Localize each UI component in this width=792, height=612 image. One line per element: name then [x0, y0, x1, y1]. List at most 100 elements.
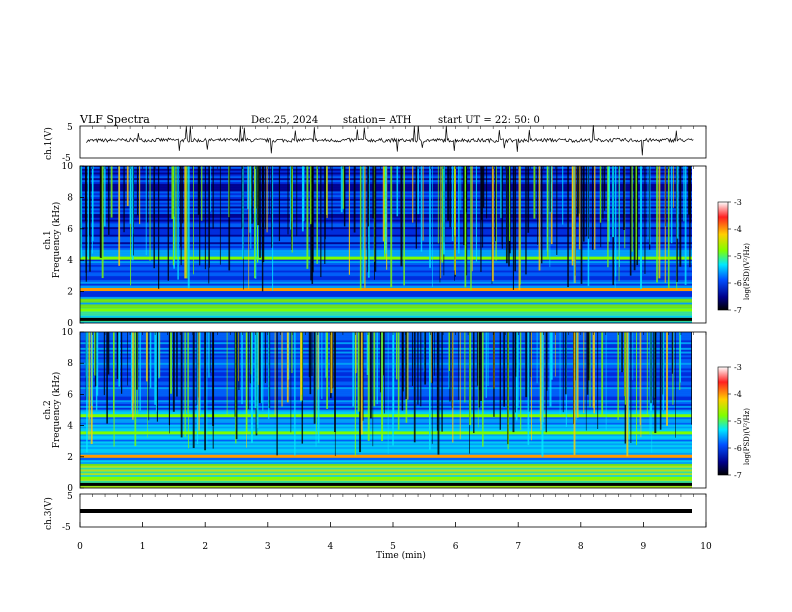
spectrogram-band: [80, 277, 692, 280]
y-tick-label: 4: [67, 256, 73, 266]
spectrogram-sferic: [578, 166, 581, 250]
spectrogram-band: [80, 306, 692, 309]
spectrogram-band: [80, 340, 692, 343]
spectrogram-sferic: [172, 166, 175, 266]
spectrogram-band: [80, 463, 692, 466]
spectrogram-band: [80, 474, 692, 478]
y-tick-label: 2: [67, 288, 73, 298]
spectrogram-sferic: [403, 166, 405, 286]
spectrogram-sferic: [505, 166, 508, 264]
spectrogram-band: [80, 285, 692, 288]
spectrogram-sferic: [87, 166, 90, 259]
ch1-trace: [86, 125, 694, 156]
spectrogram-dark-band: [80, 317, 692, 321]
spectrogram-sferic: [628, 332, 630, 439]
spectrogram-sferic: [340, 166, 343, 213]
spectrogram-sferic: [582, 166, 585, 242]
y-tick-label: 0: [67, 484, 73, 494]
spectrogram-sferic: [512, 166, 515, 290]
spectrogram-sferic: [255, 166, 257, 279]
colorbar-tick-label: -5: [734, 252, 742, 261]
spectrogram-bright-band: [80, 414, 692, 418]
spectrogram-sferic: [145, 166, 147, 256]
spectrogram-sferic: [473, 332, 475, 434]
spectrogram-band: [80, 341, 692, 345]
spectrogram-sferic: [538, 166, 541, 271]
spectrogram-sferic: [491, 166, 494, 282]
spectrogram-sferic: [629, 166, 632, 276]
spectrogram-sferic: [612, 166, 615, 238]
spectrogram-sferic: [650, 332, 652, 404]
spectrogram-sferic: [254, 166, 256, 214]
spectrogram-band: [80, 315, 692, 318]
ch3-tick-bottom: -5: [62, 523, 71, 533]
spectrogram-sferic: [512, 332, 515, 433]
spectrogram-band: [80, 371, 692, 375]
spectrogram-band: [80, 465, 692, 468]
spectrogram-sferic: [439, 166, 441, 283]
spectrogram-band: [80, 439, 692, 442]
spectrogram-sferic: [632, 332, 634, 381]
spectrogram-band: [80, 411, 692, 414]
spectrogram-sferic: [118, 166, 121, 266]
spectrogram-sferic: [635, 166, 638, 260]
spectrogram-sferic: [226, 332, 228, 416]
y-tick-label: 10: [62, 162, 74, 172]
ch2-spec-channel-label: ch.2: [43, 400, 53, 419]
spectrogram-band: [80, 304, 692, 307]
spectrogram-sferic: [485, 332, 487, 398]
spectrogram-sferic: [583, 332, 585, 414]
colorbar-tick-label: -3: [734, 363, 742, 372]
spectrogram-sferic: [597, 332, 599, 429]
spectrogram-band: [80, 429, 692, 433]
spectrogram-sferic: [689, 166, 692, 223]
spectrogram-band: [80, 272, 692, 275]
spectrogram-sferic: [576, 332, 579, 418]
spectrogram-sferic: [608, 166, 610, 242]
spectrogram-sferic: [198, 332, 200, 431]
spectrogram-sferic: [317, 332, 319, 390]
spectrogram-sferic: [206, 332, 208, 445]
x-tick-label: 10: [700, 542, 712, 552]
spectrogram-band: [80, 377, 692, 380]
spectrogram-bright-band: [80, 288, 692, 292]
spectrogram-band: [80, 279, 692, 282]
spectrogram-sferic: [580, 166, 583, 284]
spectrogram-sferic: [184, 332, 186, 437]
spectrogram-band: [80, 268, 692, 271]
spectrogram-sferic: [451, 166, 454, 242]
spectrogram-sferic: [343, 166, 346, 227]
spectrogram-sferic: [554, 332, 556, 377]
ch1-yticks: 10 8 6 4 2 0: [62, 162, 84, 329]
spectrogram-sferic: [238, 332, 240, 390]
spectrogram-sferic: [353, 166, 356, 233]
colorbar-tick-label: -7: [734, 471, 742, 480]
spectrogram-sferic: [659, 332, 662, 430]
spectrogram-band: [80, 300, 692, 303]
spectrogram-sferic: [80, 166, 83, 258]
spectrogram-band: [80, 426, 692, 429]
spectrogram-sferic: [120, 332, 123, 394]
spectrogram-sferic: [509, 166, 511, 242]
spectrogram-sferic: [137, 332, 139, 417]
spectrogram-sferic: [651, 332, 653, 453]
ch1-ylabel: ch.1(V): [43, 127, 54, 160]
spectrogram-sferic: [249, 166, 251, 233]
spectrogram-sferic: [196, 332, 199, 445]
spectrogram-sferic: [369, 332, 372, 419]
spectrogram-band: [80, 420, 692, 423]
spectrogram-band: [80, 260, 692, 264]
spectrogram-sferic: [257, 332, 259, 428]
spectrogram-sferic: [517, 332, 519, 408]
spectrogram-sferic: [228, 166, 230, 218]
spectrogram-sferic: [556, 166, 558, 255]
spectrogram-sferic: [158, 332, 160, 379]
spectrogram-sferic: [330, 332, 333, 394]
spectrogram-sferic: [373, 166, 375, 263]
spectrogram-sferic: [148, 332, 150, 421]
spectrogram-sferic: [321, 332, 323, 399]
spectrogram-sferic: [607, 166, 609, 268]
spectrogram-sferic: [386, 166, 388, 270]
spectrogram-band: [80, 332, 692, 335]
spectrogram-sferic: [431, 332, 433, 444]
